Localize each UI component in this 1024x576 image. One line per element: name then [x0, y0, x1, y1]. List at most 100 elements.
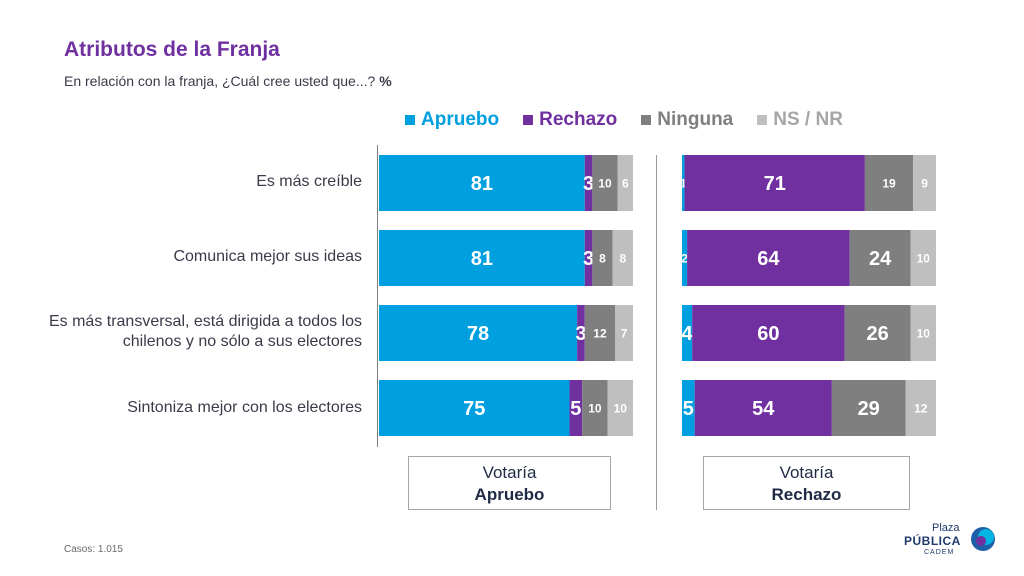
data-label-rechazo-voter-comunica-apruebo: 2	[681, 251, 688, 265]
data-label-apruebo-voter-comunica-nsnr: 8	[619, 251, 626, 265]
legend-swatch-ninguna	[641, 115, 652, 125]
legend-label-nsnr: NS / NR	[773, 109, 843, 130]
data-label-apruebo-voter-creible-apruebo: 81	[471, 173, 493, 195]
legend-item-nsnr: NS / NR	[757, 109, 843, 131]
legend-item-ninguna: Ninguna	[641, 109, 733, 131]
data-label-apruebo-voter-comunica-rechazo: 3	[583, 248, 594, 270]
bar-apruebo-voter-comunica-ninguna	[592, 230, 613, 286]
data-label-apruebo-voter-comunica-ninguna: 8	[599, 251, 606, 265]
bar-rechazo-voter-sintoniza-ninguna	[831, 380, 906, 436]
group-box-apruebo: Votaría Apruebo	[408, 456, 611, 510]
legend-swatch-apruebo	[405, 115, 415, 125]
bar-rechazo-voter-transversal-rechazo	[692, 305, 845, 361]
data-label-rechazo-voter-sintoniza-rechazo: 54	[752, 398, 775, 420]
data-label-rechazo-voter-transversal-ninguna: 26	[866, 323, 888, 345]
bar-rechazo-voter-sintoniza-apruebo	[682, 380, 695, 436]
bar-apruebo-voter-transversal-ninguna	[584, 305, 616, 361]
legend-label-rechazo: Rechazo	[539, 109, 618, 130]
bar-apruebo-voter-creible-ninguna	[592, 155, 618, 211]
group-apruebo-line2: Apruebo	[474, 485, 545, 504]
bar-rechazo-voter-creible-rechazo	[684, 155, 865, 211]
data-label-rechazo-voter-transversal-rechazo: 60	[757, 323, 779, 345]
data-label-apruebo-voter-transversal-rechazo: 3	[575, 323, 586, 345]
bar-rechazo-voter-sintoniza-rechazo	[694, 380, 832, 436]
data-label-apruebo-voter-creible-ninguna: 10	[598, 176, 612, 190]
bar-apruebo-voter-transversal-nsnr	[615, 305, 633, 361]
data-label-rechazo-voter-sintoniza-ninguna: 29	[858, 398, 880, 420]
logo-line1: Plaza	[932, 522, 960, 534]
legend-item-rechazo: Rechazo	[523, 109, 617, 131]
bar-rechazo-voter-comunica-ninguna	[849, 230, 911, 286]
page-title: Atributos de la Franja	[64, 38, 280, 61]
data-label-apruebo-voter-transversal-nsnr: 7	[621, 326, 628, 340]
bar-apruebo-voter-comunica-nsnr	[612, 230, 633, 286]
data-label-apruebo-voter-transversal-ninguna: 12	[593, 326, 607, 340]
logo-line2: PÚBLICA	[904, 534, 961, 548]
bar-apruebo-voter-creible-nsnr	[617, 155, 633, 211]
bar-rechazo-voter-transversal-apruebo	[682, 305, 693, 361]
bar-apruebo-voter-comunica-rechazo	[584, 230, 593, 286]
bar-apruebo-voter-creible-rechazo	[584, 155, 593, 211]
bar-rechazo-voter-creible-nsnr	[913, 155, 936, 211]
data-label-apruebo-voter-transversal-apruebo: 78	[467, 323, 489, 345]
legend-label-apruebo: Apruebo	[421, 109, 500, 130]
legend-label-ninguna: Ninguna	[657, 109, 734, 130]
bar-rechazo-voter-creible-apruebo	[682, 155, 685, 211]
legend-item-apruebo: Apruebo	[405, 109, 499, 131]
bar-rechazo-voter-comunica-apruebo	[682, 230, 688, 286]
row-label-creible: Es más creíble	[256, 173, 362, 190]
bar-rechazo-voter-transversal-nsnr	[910, 305, 936, 361]
bar-apruebo-voter-sintoniza-ninguna	[582, 380, 608, 436]
bar-rechazo-voter-sintoniza-nsnr	[905, 380, 936, 436]
data-label-rechazo-voter-comunica-rechazo: 64	[757, 248, 780, 270]
data-label-rechazo-voter-transversal-apruebo: 4	[682, 323, 694, 345]
data-label-rechazo-voter-creible-ninguna: 19	[882, 176, 896, 190]
data-label-rechazo-voter-sintoniza-nsnr: 12	[914, 401, 928, 415]
data-label-rechazo-voter-comunica-ninguna: 24	[869, 248, 892, 270]
data-label-rechazo-voter-transversal-nsnr: 10	[917, 326, 931, 340]
data-label-apruebo-voter-creible-nsnr: 6	[622, 176, 629, 190]
data-label-apruebo-voter-sintoniza-rechazo: 5	[570, 398, 581, 420]
subtitle-unit: %	[379, 73, 392, 89]
logo-bubble-icon	[971, 527, 995, 551]
bar-rechazo-voter-creible-ninguna	[864, 155, 914, 211]
bar-apruebo-voter-sintoniza-nsnr	[607, 380, 633, 436]
data-label-apruebo-voter-comunica-apruebo: 81	[471, 248, 493, 270]
data-label-rechazo-voter-comunica-nsnr: 10	[917, 251, 931, 265]
subtitle-text: En relación con la franja, ¿Cuál cree us…	[64, 73, 376, 89]
bar-apruebo-voter-transversal-rechazo	[577, 305, 585, 361]
bar-apruebo-voter-creible-apruebo	[379, 155, 585, 211]
footer-casos: Casos: 1.015	[64, 544, 123, 555]
casos-value: 1.015	[97, 544, 123, 555]
group-apruebo-line1: Votaría	[482, 463, 537, 482]
chart-legend: Apruebo Rechazo Ninguna NS / NR	[405, 109, 843, 131]
page-subtitle: En relación con la franja, ¿Cuál cree us…	[64, 73, 392, 89]
legend-swatch-rechazo	[523, 115, 534, 125]
data-label-rechazo-voter-creible-apruebo: 1	[680, 176, 687, 190]
row-label-comunica: Comunica mejor sus ideas	[173, 248, 362, 265]
group-rechazo-line2: Rechazo	[771, 485, 842, 504]
data-label-rechazo-voter-sintoniza-apruebo: 5	[683, 398, 694, 420]
data-label-apruebo-voter-sintoniza-ninguna: 10	[588, 401, 602, 415]
row-label-transversal: Es más transversal, está dirigida a todo…	[48, 313, 362, 350]
casos-label: Casos:	[64, 544, 96, 555]
plaza-publica-logo: Plaza PÚBLICA CADEM	[902, 522, 1002, 562]
data-label-apruebo-voter-creible-rechazo: 3	[583, 173, 594, 195]
legend-swatch-nsnr	[757, 115, 768, 125]
data-label-rechazo-voter-creible-rechazo: 71	[764, 173, 786, 195]
left-axis-line	[377, 145, 378, 447]
bar-apruebo-voter-transversal-apruebo	[379, 305, 578, 361]
bar-rechazo-voter-comunica-rechazo	[687, 230, 850, 286]
panel-divider	[656, 155, 657, 510]
bar-rechazo-voter-transversal-ninguna	[844, 305, 911, 361]
bar-apruebo-voter-sintoniza-apruebo	[379, 380, 570, 436]
row-label-sintoniza: Sintoniza mejor con los electores	[127, 399, 362, 416]
bar-apruebo-voter-sintoniza-rechazo	[569, 380, 583, 436]
bar-rechazo-voter-comunica-nsnr	[910, 230, 936, 286]
data-label-rechazo-voter-creible-nsnr: 9	[921, 176, 928, 190]
data-label-apruebo-voter-sintoniza-apruebo: 75	[463, 398, 485, 420]
data-label-apruebo-voter-sintoniza-nsnr: 10	[614, 401, 628, 415]
group-box-rechazo: Votaría Rechazo	[703, 456, 910, 510]
bar-apruebo-voter-comunica-apruebo	[379, 230, 585, 286]
